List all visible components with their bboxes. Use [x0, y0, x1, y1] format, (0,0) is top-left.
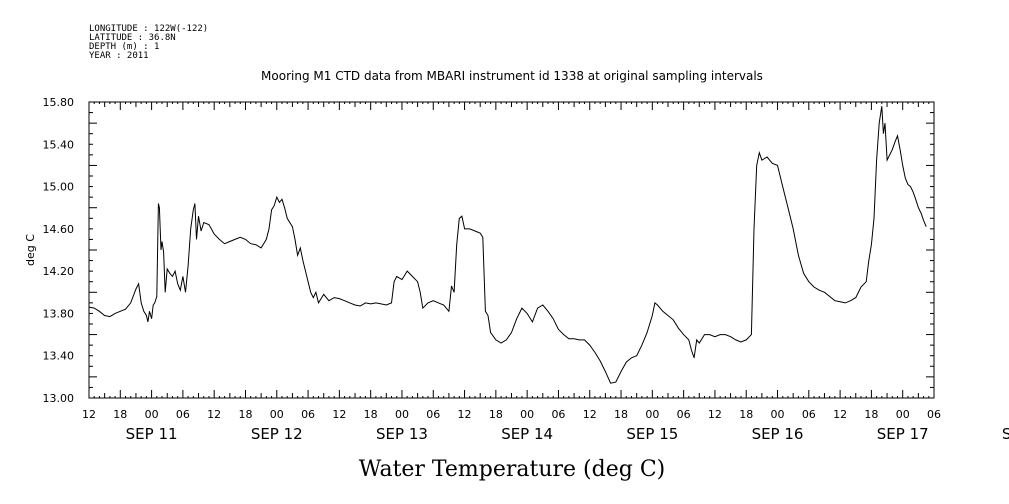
x-tick-label: 06 — [551, 408, 565, 421]
x-tick-label: 12 — [583, 408, 597, 421]
x-tick-label: 06 — [426, 408, 440, 421]
x-tick-label: 00 — [270, 408, 284, 421]
x-tick-label: 06 — [301, 408, 315, 421]
x-tick-label: 12 — [332, 408, 346, 421]
y-tick-label: 14.20 — [43, 265, 75, 278]
chart-title: Mooring M1 CTD data from MBARI instrumen… — [261, 69, 763, 83]
plot-frame — [88, 101, 935, 399]
y-tick-label: 15.00 — [43, 181, 75, 194]
y-tick-label: 13.00 — [43, 392, 75, 405]
day-label: SEP 18 — [1002, 425, 1009, 443]
x-tick-label: 12 — [458, 408, 472, 421]
x-tick-label: 00 — [395, 408, 409, 421]
x-tick-label: 18 — [489, 408, 503, 421]
x-tick-label: 12 — [833, 408, 847, 421]
x-tick-label: 00 — [896, 408, 910, 421]
x-tick-label: 12 — [708, 408, 722, 421]
x-tick-label: 06 — [927, 408, 941, 421]
x-tick-label: 06 — [176, 408, 190, 421]
x-tick-label: 00 — [520, 408, 534, 421]
y-axis: 13.00 13.40 13.80 14.20 14.60 15.00 15.40 15.80 — [43, 96, 934, 405]
x-axis-label: Water Temperature (deg C) — [359, 457, 666, 482]
day-label: SEP 17 — [877, 425, 929, 443]
day-label: SEP 11 — [126, 425, 178, 443]
x-tick-label: 18 — [739, 408, 753, 421]
x-tick-label: 12 — [82, 408, 96, 421]
depth-label: DEPTH (m) : 1 — [89, 42, 159, 52]
y-axis-label: deg C — [24, 234, 37, 266]
temperature-line — [88, 106, 927, 384]
y-tick-label: 13.80 — [43, 307, 75, 320]
x-axis: 12 18 00 06 12 18 00 06 12 18 00 06 12 18 00 06 12 18 00 06… — [82, 102, 1009, 443]
day-label: SEP 12 — [251, 425, 303, 443]
x-tick-label: 18 — [238, 408, 252, 421]
x-tick-label: 00 — [771, 408, 785, 421]
y-tick-label: 14.60 — [43, 223, 75, 236]
longitude-label: LONGITUDE : 122W(-122) — [89, 24, 208, 34]
x-tick-label: 00 — [645, 408, 659, 421]
x-tick-label: 18 — [864, 408, 878, 421]
y-tick-label: 13.40 — [43, 350, 75, 363]
day-label: SEP 16 — [752, 425, 804, 443]
x-tick-label: 00 — [145, 408, 159, 421]
y-tick-label: 15.80 — [43, 96, 75, 109]
x-tick-label: 12 — [207, 408, 221, 421]
x-tick-label: 06 — [677, 408, 691, 421]
latitude-label: LATITUDE : 36.8N — [89, 33, 176, 43]
day-label: SEP 15 — [626, 425, 678, 443]
day-label: SEP 13 — [376, 425, 428, 443]
x-tick-label: 18 — [113, 408, 127, 421]
x-tick-label: 18 — [364, 408, 378, 421]
day-label: SEP 14 — [501, 425, 553, 443]
header-info: LONGITUDE : 122W(-122) LATITUDE : 36.8N … — [89, 24, 208, 61]
y-tick-label: 15.40 — [43, 138, 75, 151]
x-tick-label: 18 — [614, 408, 628, 421]
x-tick-label: 06 — [802, 408, 816, 421]
year-label: YEAR : 2011 — [89, 51, 149, 61]
